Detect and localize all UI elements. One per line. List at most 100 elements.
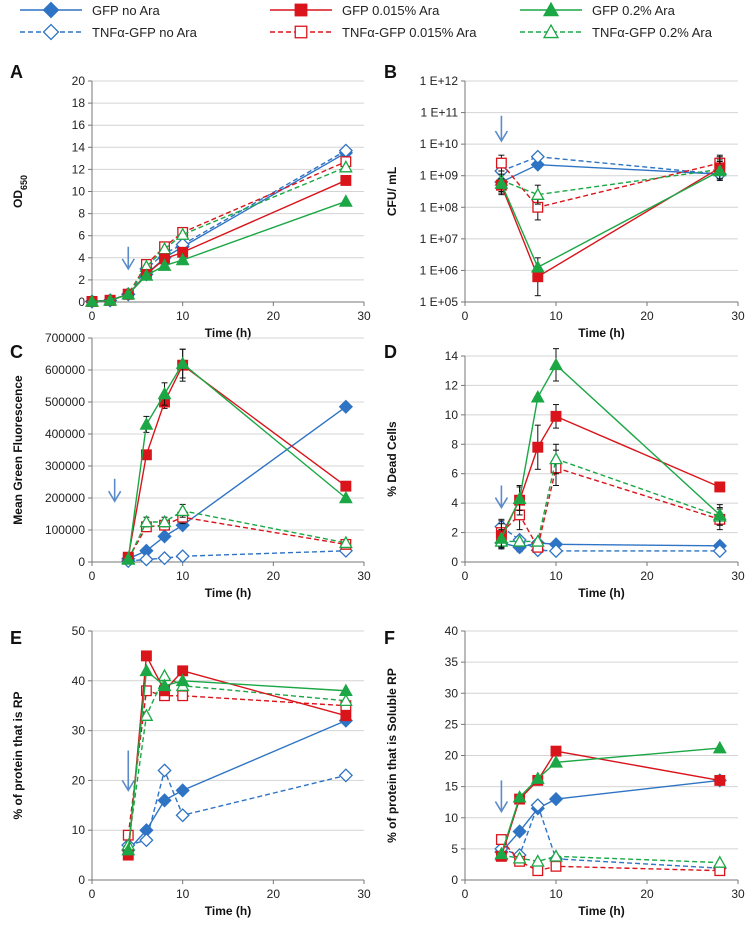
data-point <box>714 774 726 786</box>
panel-f: 0 5 10 15 20 25 30 35 40 0 10 20 30 Time (h) % of prot… <box>384 624 745 918</box>
data-point <box>139 417 154 430</box>
data-point <box>530 187 545 200</box>
y-axis-title: % Dead Cells <box>385 421 399 497</box>
series-tnfalpha-gfp-no-ara <box>494 798 727 876</box>
data-point <box>712 855 727 868</box>
y-tick-label: 1 E+07 <box>420 232 459 246</box>
y-tick-label: 6 <box>78 229 85 243</box>
data-point <box>175 518 190 533</box>
y-tick-label: 18 <box>72 96 86 110</box>
y-tick-label: 12 <box>72 162 86 176</box>
x-tick-label: 0 <box>89 309 96 323</box>
legend-item-tnfalpha-gfp-no-ara: TNFα-GFP no Ara <box>20 23 198 41</box>
arrow-head <box>494 801 509 814</box>
data-point <box>532 271 544 283</box>
x-tick-label: 30 <box>731 569 745 583</box>
panel-letter: D <box>384 342 397 362</box>
induction-arrow <box>107 478 122 503</box>
x-tick-label: 0 <box>462 569 469 583</box>
arrow-head <box>121 779 135 792</box>
x-tick-label: 0 <box>89 887 96 901</box>
legend-item-gfp-no-ara: GFP no Ara <box>20 1 160 19</box>
data-point <box>550 410 562 422</box>
y-tick-label: 20 <box>445 749 459 763</box>
series-tnfalpha-gfp-0015pct-ara <box>86 156 352 307</box>
data-point <box>530 260 545 273</box>
x-tick-label: 0 <box>462 887 469 901</box>
data-point <box>340 710 352 722</box>
data-point <box>494 176 509 189</box>
y-tick-label: 50 <box>72 624 86 638</box>
data-point <box>549 451 563 465</box>
data-point <box>338 160 353 173</box>
y-axis-title-text: % Dead Cells <box>385 421 399 497</box>
y-tick-label: 10 <box>445 811 459 825</box>
data-point <box>340 480 352 492</box>
x-tick-label: 30 <box>357 309 371 323</box>
panel-letter: E <box>10 628 22 648</box>
data-point <box>548 543 564 559</box>
y-axis-title-subscript: 650 <box>19 175 29 190</box>
induction-arrow <box>121 750 135 792</box>
panel-letter: B <box>384 62 397 82</box>
y-axis-title: % of protein that is RP <box>11 691 25 819</box>
panel-d: 0 2 4 6 8 10 12 14 0 10 20 30 Time (h) % Dead Cells D <box>384 342 745 600</box>
series-gfp-02pct-ara <box>121 348 353 565</box>
series-tnfalpha-gfp-02pct-ara <box>494 847 727 868</box>
data-point <box>121 551 136 565</box>
x-tick-label: 10 <box>549 309 563 323</box>
y-tick-label: 15 <box>445 780 459 794</box>
data-point <box>550 860 562 872</box>
legend-item-gfp-02pct-ara: GFP 0.2% Ara <box>520 1 676 18</box>
data-point <box>139 552 154 567</box>
series-line <box>91 152 347 303</box>
y-tick-label: 300000 <box>45 459 85 473</box>
y-tick-label: 1 E+10 <box>420 137 459 151</box>
x-axis-title: Time (h) <box>205 326 251 340</box>
data-point <box>121 842 136 856</box>
x-tick-label: 20 <box>640 887 654 901</box>
y-tick-label: 1 E+12 <box>420 74 459 88</box>
arrow-head <box>494 497 509 510</box>
y-axis-title-text: % of protein that is RP <box>11 691 25 819</box>
series-line <box>500 466 721 550</box>
series-gfp-0015pct-ara <box>86 174 352 307</box>
data-point <box>512 824 527 839</box>
data-point <box>530 534 545 547</box>
legend-label: TNFα-GFP 0.015% Ara <box>342 25 477 40</box>
data-point <box>139 663 154 677</box>
series-gfp-02pct-ara <box>494 740 727 860</box>
y-tick-label: 10 <box>72 185 86 199</box>
x-tick-label: 20 <box>640 309 654 323</box>
series-gfp-02pct-ara <box>494 161 727 273</box>
y-tick-label: 10 <box>72 823 86 837</box>
data-point <box>530 149 545 164</box>
panel-letter: C <box>10 342 23 362</box>
y-tick-label: 4 <box>451 496 458 510</box>
x-tick-label: 20 <box>267 309 281 323</box>
data-point <box>548 791 564 807</box>
data-point <box>175 673 190 687</box>
legend-marker-square <box>294 3 308 17</box>
series-tnfalpha-gfp-02pct-ara <box>85 160 353 307</box>
x-tick-label: 10 <box>549 569 563 583</box>
x-tick-label: 30 <box>731 309 745 323</box>
series-tnfalpha-gfp-0015pct-ara <box>495 834 726 877</box>
data-point <box>338 194 353 207</box>
y-tick-label: 0 <box>78 555 85 569</box>
data-point <box>712 740 727 754</box>
series-tnfalpha-gfp-0015pct-ara <box>122 685 352 841</box>
data-point <box>338 683 353 697</box>
y-tick-label: 500000 <box>45 395 85 409</box>
y-axis-title-text: Mean Green Fluorescence <box>11 375 25 525</box>
data-point <box>140 685 152 697</box>
data-point <box>712 163 727 177</box>
data-point <box>530 798 545 813</box>
x-tick-label: 20 <box>640 569 654 583</box>
x-tick-label: 20 <box>267 887 281 901</box>
legend-marker-square <box>294 25 308 39</box>
series-gfp-0015pct-ara <box>495 156 726 297</box>
x-tick-label: 0 <box>89 569 96 583</box>
data-point <box>103 293 118 306</box>
y-tick-label: 14 <box>445 349 459 363</box>
